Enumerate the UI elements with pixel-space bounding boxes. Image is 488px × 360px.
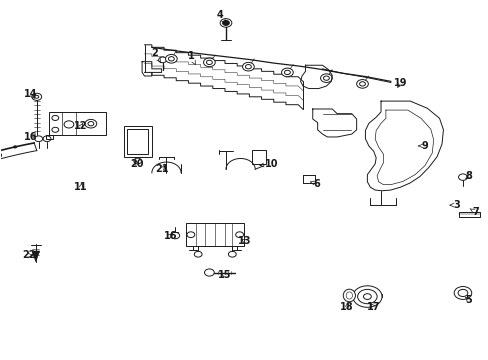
Text: 2: 2 bbox=[151, 48, 161, 63]
Text: 16: 16 bbox=[163, 231, 177, 240]
Text: 10: 10 bbox=[259, 159, 278, 169]
Circle shape bbox=[356, 80, 367, 88]
Text: 20: 20 bbox=[130, 159, 143, 169]
Circle shape bbox=[458, 174, 467, 180]
Bar bbox=[127, 129, 148, 154]
Text: 17: 17 bbox=[366, 302, 380, 312]
Text: 7: 7 bbox=[469, 207, 479, 217]
Circle shape bbox=[320, 74, 331, 82]
Circle shape bbox=[85, 120, 97, 128]
Text: 18: 18 bbox=[339, 302, 353, 312]
Circle shape bbox=[203, 58, 215, 67]
Text: 9: 9 bbox=[418, 141, 427, 151]
Text: 22: 22 bbox=[22, 250, 36, 260]
Circle shape bbox=[281, 68, 293, 77]
Text: 16: 16 bbox=[24, 132, 38, 142]
Text: 15: 15 bbox=[218, 270, 231, 280]
Text: 3: 3 bbox=[449, 200, 459, 210]
Bar bbox=[458, 212, 479, 217]
Text: 1: 1 bbox=[187, 51, 195, 64]
Text: 12: 12 bbox=[74, 121, 88, 131]
Circle shape bbox=[352, 286, 381, 307]
Bar bbox=[45, 135, 53, 139]
Circle shape bbox=[32, 93, 41, 100]
Text: 6: 6 bbox=[310, 179, 319, 189]
Text: 14: 14 bbox=[24, 89, 38, 99]
Circle shape bbox=[222, 21, 229, 26]
Ellipse shape bbox=[343, 289, 355, 302]
Text: 5: 5 bbox=[465, 295, 471, 305]
Circle shape bbox=[453, 287, 471, 300]
Text: 19: 19 bbox=[393, 78, 407, 88]
Text: 21: 21 bbox=[155, 164, 168, 174]
Bar bbox=[49, 112, 105, 135]
Bar bbox=[251, 149, 266, 164]
Text: 13: 13 bbox=[237, 236, 251, 246]
Text: 11: 11 bbox=[74, 182, 88, 192]
Bar bbox=[185, 223, 244, 246]
Circle shape bbox=[204, 269, 214, 276]
Circle shape bbox=[220, 19, 231, 27]
Ellipse shape bbox=[346, 292, 352, 299]
Circle shape bbox=[14, 146, 17, 148]
Circle shape bbox=[158, 57, 166, 63]
Circle shape bbox=[165, 54, 177, 63]
Circle shape bbox=[242, 62, 254, 71]
Text: 8: 8 bbox=[465, 171, 471, 181]
Text: 4: 4 bbox=[216, 10, 225, 23]
Polygon shape bbox=[32, 251, 40, 262]
Bar bbox=[123, 126, 152, 157]
